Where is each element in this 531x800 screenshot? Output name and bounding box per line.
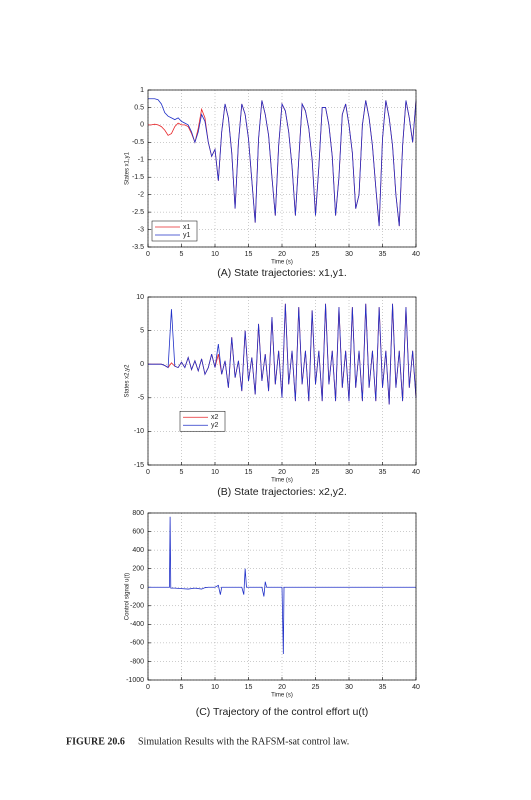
data-line (148, 516, 416, 655)
y-tick-label: 800 (132, 510, 144, 517)
x-tick-label: 30 (345, 469, 353, 476)
x-axis-label: Time (s) (271, 478, 293, 484)
x-tick-label: 10 (211, 469, 219, 476)
data-line (148, 98, 417, 227)
legend-label: x2 (211, 414, 219, 421)
y-tick-label: 5 (140, 327, 144, 334)
x-tick-label: 35 (379, 469, 387, 476)
y-tick-label: -2.5 (132, 209, 144, 216)
x-tick-label: 5 (180, 251, 184, 258)
x-tick-label: 40 (412, 251, 420, 258)
y-tick-label: -1.5 (132, 174, 144, 181)
x-axis-label: Time (s) (271, 260, 293, 266)
y-tick-label: 600 (132, 528, 144, 535)
panel-caption: (A) State trajectories: x1,y1. (217, 267, 347, 279)
x-tick-label: 10 (211, 251, 219, 258)
x-tick-label: 30 (345, 251, 353, 258)
y-tick-label: -600 (130, 640, 144, 647)
x-tick-label: 20 (278, 469, 286, 476)
y-tick-label: -10 (134, 428, 144, 435)
y-tick-label: 0 (140, 122, 144, 129)
y-tick-label: -200 (130, 603, 144, 610)
x-tick-label: 0 (146, 251, 150, 258)
y-axis-label: Control signal u(t) (125, 573, 131, 620)
x-tick-label: 25 (312, 251, 320, 258)
x-tick-label: 10 (211, 684, 219, 691)
x-tick-label: 5 (180, 469, 184, 476)
plot-frame (147, 296, 417, 466)
y-tick-label: -800 (130, 658, 144, 665)
x-tick-label: 15 (245, 684, 253, 691)
x-tick-label: 40 (412, 469, 420, 476)
y-tick-label: 1 (140, 87, 144, 94)
x-tick-label: 15 (245, 469, 253, 476)
x-axis-label: Time (s) (271, 693, 293, 699)
y-tick-label: 10 (136, 294, 144, 301)
y-tick-label: 0 (140, 584, 144, 591)
x-tick-label: 0 (146, 469, 150, 476)
y-tick-label: 400 (132, 547, 144, 554)
plot-frame (147, 89, 417, 248)
y-tick-label: -15 (134, 462, 144, 469)
x-tick-label: 15 (245, 251, 253, 258)
x-tick-label: 20 (278, 251, 286, 258)
y-tick-label: -0.5 (132, 139, 144, 146)
plot-frame (147, 512, 417, 681)
y-tick-label: -400 (130, 621, 144, 628)
x-tick-label: 25 (312, 684, 320, 691)
figure-caption: Simulation Results with the RAFSM-sat co… (138, 736, 349, 747)
y-tick-label: -5 (138, 395, 144, 402)
y-tick-label: -1000 (126, 677, 144, 684)
x-tick-label: 35 (379, 251, 387, 258)
y-tick-label: -2 (138, 192, 144, 199)
data-line (148, 303, 417, 405)
panel-caption: (B) State trajectories: x2,y2. (217, 486, 347, 498)
x-tick-label: 40 (412, 684, 420, 691)
legend-label: y2 (211, 422, 219, 429)
y-tick-label: -1 (138, 157, 144, 164)
y-tick-label: 0.5 (134, 104, 144, 111)
x-tick-label: 30 (345, 684, 353, 691)
y-axis-label: States x1,y1 (125, 151, 131, 185)
y-tick-label: 0 (140, 361, 144, 368)
x-tick-label: 0 (146, 684, 150, 691)
x-tick-label: 35 (379, 684, 387, 691)
panel-caption: (C) Trajectory of the control effort u(t… (196, 706, 369, 718)
x-tick-label: 5 (180, 684, 184, 691)
figure-label: FIGURE 20.6 (66, 736, 125, 747)
legend-label: y1 (183, 232, 191, 239)
legend-box (179, 410, 226, 432)
x-tick-label: 25 (312, 469, 320, 476)
legend-label: x1 (183, 224, 191, 231)
x-tick-label: 20 (278, 684, 286, 691)
legend-box (151, 220, 198, 242)
y-tick-label: 200 (132, 566, 144, 573)
y-tick-label: -3 (138, 226, 144, 233)
y-axis-label: States x2,y2 (125, 364, 131, 398)
y-tick-label: -3.5 (132, 244, 144, 251)
